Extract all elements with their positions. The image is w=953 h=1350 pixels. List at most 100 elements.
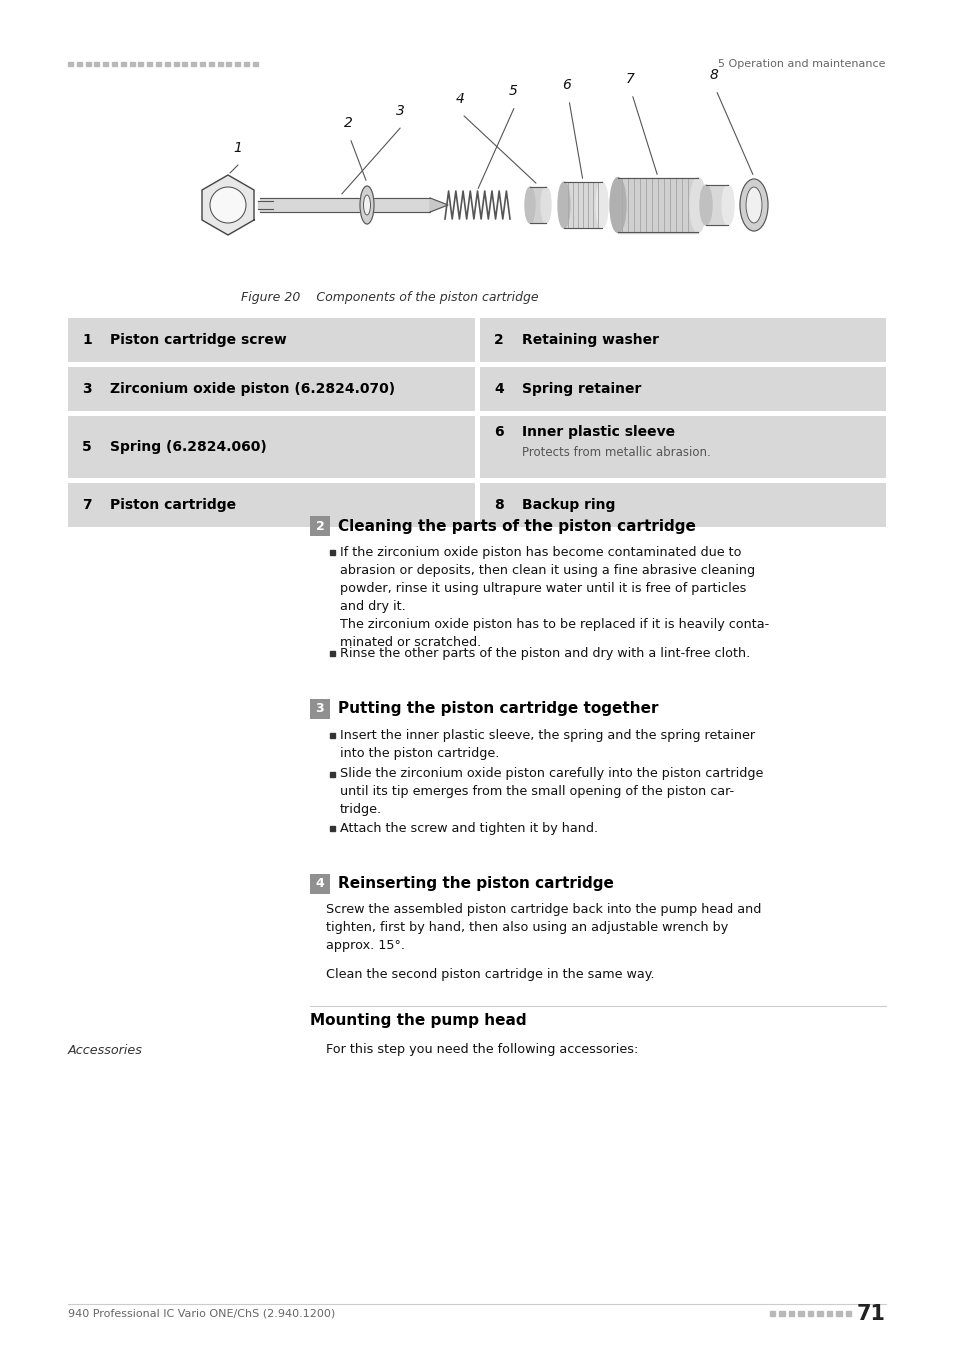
Bar: [769, 1311, 775, 1315]
FancyBboxPatch shape: [310, 698, 330, 718]
Polygon shape: [430, 198, 448, 212]
Bar: [836, 1311, 841, 1315]
Text: Retaining washer: Retaining washer: [521, 333, 659, 347]
Text: 7: 7: [625, 72, 634, 86]
Text: 5: 5: [508, 84, 517, 99]
Bar: [826, 1311, 832, 1315]
Text: Spring retainer: Spring retainer: [521, 382, 640, 396]
FancyBboxPatch shape: [479, 319, 885, 362]
Text: 3: 3: [82, 382, 91, 396]
Bar: [257, 201, 273, 209]
FancyBboxPatch shape: [68, 416, 475, 478]
Text: 6: 6: [494, 425, 503, 439]
Text: Figure 20    Components of the piston cartridge: Figure 20 Components of the piston cartr…: [241, 292, 538, 305]
Text: Piston cartridge: Piston cartridge: [110, 498, 236, 512]
Ellipse shape: [524, 188, 535, 223]
Text: For this step you need the following accessories:: For this step you need the following acc…: [326, 1044, 638, 1057]
Ellipse shape: [721, 185, 733, 225]
Bar: [845, 1311, 851, 1315]
Bar: [235, 62, 240, 66]
Text: 5 Operation and maintenance: 5 Operation and maintenance: [718, 59, 885, 69]
Bar: [68, 62, 73, 66]
Bar: [200, 62, 205, 66]
Bar: [563, 182, 601, 228]
Bar: [86, 62, 91, 66]
Bar: [253, 62, 257, 66]
Bar: [138, 62, 143, 66]
Polygon shape: [202, 176, 253, 235]
Text: Piston cartridge screw: Piston cartridge screw: [110, 333, 287, 347]
Bar: [147, 62, 152, 66]
Text: 4: 4: [494, 382, 503, 396]
Text: Zirconium oxide piston (6.2824.070): Zirconium oxide piston (6.2824.070): [110, 382, 395, 396]
FancyBboxPatch shape: [68, 367, 475, 410]
Circle shape: [210, 188, 246, 223]
Text: Backup ring: Backup ring: [521, 498, 615, 512]
Text: 6: 6: [562, 78, 571, 92]
Text: 7: 7: [82, 498, 91, 512]
Text: 2: 2: [494, 333, 503, 347]
Bar: [618, 178, 698, 234]
Bar: [156, 62, 161, 66]
Ellipse shape: [689, 177, 705, 232]
FancyBboxPatch shape: [479, 416, 885, 478]
Bar: [217, 62, 222, 66]
Ellipse shape: [596, 182, 607, 228]
Text: 3: 3: [395, 104, 404, 117]
Text: Reinserting the piston cartridge: Reinserting the piston cartridge: [337, 876, 613, 891]
Bar: [103, 62, 108, 66]
Bar: [130, 62, 134, 66]
Text: If the zirconium oxide piston has become contaminated due to
abrasion or deposit: If the zirconium oxide piston has become…: [339, 545, 768, 649]
Text: 5: 5: [82, 440, 91, 454]
Bar: [798, 1311, 803, 1315]
Text: Mounting the pump head: Mounting the pump head: [310, 1014, 526, 1029]
Ellipse shape: [740, 180, 767, 231]
Bar: [330, 771, 335, 776]
Text: 1: 1: [233, 140, 242, 155]
Bar: [788, 1311, 794, 1315]
Text: Accessories: Accessories: [68, 1044, 143, 1057]
Text: Insert the inner plastic sleeve, the spring and the spring retainer
into the pis: Insert the inner plastic sleeve, the spr…: [339, 729, 755, 760]
Ellipse shape: [700, 185, 711, 225]
Ellipse shape: [540, 188, 551, 223]
Bar: [807, 1311, 813, 1315]
Text: 1: 1: [82, 333, 91, 347]
Text: Rinse the other parts of the piston and dry with a lint-free cloth.: Rinse the other parts of the piston and …: [339, 647, 749, 660]
Bar: [226, 62, 232, 66]
Text: 3: 3: [315, 702, 324, 716]
Bar: [112, 62, 117, 66]
Text: 8: 8: [709, 68, 718, 82]
Text: Inner plastic sleeve: Inner plastic sleeve: [521, 425, 675, 439]
Bar: [530, 188, 545, 223]
Bar: [209, 62, 213, 66]
FancyBboxPatch shape: [479, 367, 885, 410]
Bar: [173, 62, 178, 66]
Bar: [779, 1311, 784, 1315]
Text: Attach the screw and tighten it by hand.: Attach the screw and tighten it by hand.: [339, 822, 598, 836]
Text: 2: 2: [343, 116, 352, 130]
Bar: [330, 826, 335, 832]
Bar: [94, 62, 99, 66]
Text: Putting the piston cartridge together: Putting the piston cartridge together: [337, 701, 658, 716]
Bar: [182, 62, 187, 66]
FancyBboxPatch shape: [310, 516, 330, 536]
Ellipse shape: [363, 194, 370, 215]
Ellipse shape: [745, 188, 761, 223]
FancyBboxPatch shape: [310, 873, 330, 894]
Bar: [260, 198, 430, 212]
Bar: [121, 62, 126, 66]
FancyBboxPatch shape: [68, 319, 475, 362]
Text: Screw the assembled piston cartridge back into the pump head and
tighten, first : Screw the assembled piston cartridge bac…: [326, 903, 760, 953]
Ellipse shape: [609, 177, 625, 232]
Text: Protects from metallic abrasion.: Protects from metallic abrasion.: [521, 446, 710, 459]
Bar: [191, 62, 196, 66]
Text: 4: 4: [315, 878, 324, 890]
Text: Spring (6.2824.060): Spring (6.2824.060): [110, 440, 267, 454]
Text: 940 Professional IC Vario ONE/ChS (2.940.1200): 940 Professional IC Vario ONE/ChS (2.940…: [68, 1310, 335, 1319]
Bar: [165, 62, 170, 66]
Text: 2: 2: [315, 520, 324, 532]
Ellipse shape: [558, 182, 569, 228]
Bar: [330, 733, 335, 737]
Text: 71: 71: [856, 1304, 885, 1324]
Bar: [244, 62, 249, 66]
